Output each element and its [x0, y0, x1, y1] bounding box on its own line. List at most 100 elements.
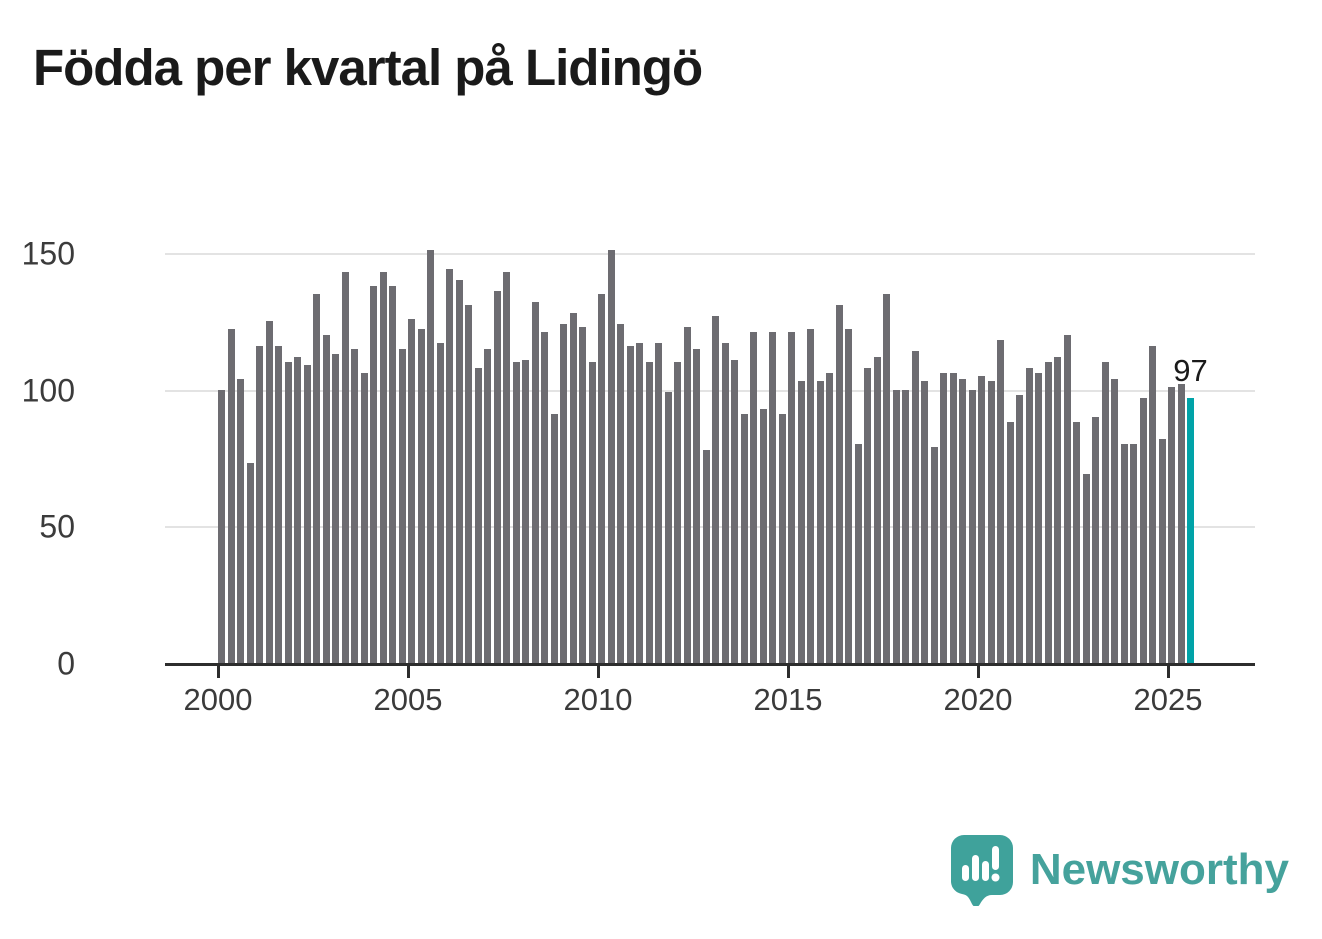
bar: [636, 343, 643, 663]
bar: [940, 373, 947, 663]
bar: [845, 329, 852, 663]
y-axis-tick-label: 150: [21, 235, 75, 272]
bar: [664, 392, 672, 663]
bar: [674, 362, 681, 663]
bar: [883, 294, 890, 663]
bar: [598, 294, 605, 663]
bar: [389, 286, 396, 663]
bar: [626, 346, 634, 663]
bar: [531, 302, 539, 663]
bar: [1073, 422, 1080, 663]
bar: [902, 390, 909, 663]
bar: [835, 305, 843, 663]
bar: [921, 381, 928, 663]
bar: [313, 294, 320, 663]
bar: [949, 373, 957, 663]
bar: [1187, 398, 1194, 663]
bar: [379, 272, 387, 663]
bar: [1006, 422, 1014, 663]
bar: [227, 329, 235, 663]
bar: [408, 319, 415, 663]
y-axis-tick-label: 0: [57, 645, 75, 682]
bar: [1168, 387, 1175, 663]
x-axis-tick-label: 2025: [1133, 682, 1203, 717]
gridline-100: [165, 389, 1255, 392]
bar: [769, 332, 776, 663]
bar: [550, 414, 558, 663]
bar: [1120, 444, 1128, 663]
bar: [683, 327, 691, 663]
bar: [579, 327, 586, 663]
bar: [588, 362, 596, 663]
x-axis-tick: [217, 665, 220, 678]
bar: [474, 368, 482, 663]
bar: [512, 362, 520, 663]
bar: [322, 335, 330, 663]
y-axis-tick-label: 50: [39, 508, 75, 545]
bar: [1054, 357, 1061, 663]
bar: [446, 269, 453, 663]
bar: [560, 324, 567, 663]
bar: [1101, 362, 1109, 663]
x-axis-tick: [977, 665, 980, 678]
bar: [1130, 444, 1137, 663]
x-axis-tick-label: 2005: [373, 682, 443, 717]
bar: [807, 329, 814, 663]
bar: [569, 313, 577, 663]
bar: [256, 346, 263, 663]
bar: [968, 390, 976, 663]
bar: [750, 332, 757, 663]
bar: [237, 379, 244, 663]
bar: [930, 447, 938, 663]
bar: [1149, 346, 1156, 663]
x-axis-tick: [597, 665, 600, 678]
y-axis-tick-label: 100: [21, 372, 75, 409]
bar: [265, 321, 273, 663]
bar: [997, 340, 1004, 663]
bar: [427, 250, 434, 663]
bar: [1025, 368, 1033, 663]
x-axis-tick: [407, 665, 410, 678]
bar: [721, 343, 729, 663]
bar: [655, 343, 662, 663]
bar: [246, 463, 254, 663]
x-axis-line: [165, 663, 1255, 666]
bar: [522, 360, 529, 663]
bar: [693, 349, 700, 663]
bar: [294, 357, 301, 663]
bar: [911, 351, 919, 663]
bar: [303, 365, 311, 663]
bar: [617, 324, 624, 663]
bar: [826, 373, 833, 663]
plot-area: 0 50 100 150 2000 2005 2010 2015 2020 2025: [22, 234, 1255, 717]
chart-title: Födda per kvartal på Lidingö: [33, 39, 703, 96]
bar: [816, 381, 824, 663]
bar: [341, 272, 349, 663]
bar: [218, 390, 225, 663]
x-axis-tick: [787, 665, 790, 678]
bar: [864, 368, 871, 663]
bar: [332, 354, 339, 663]
bar: [351, 349, 358, 663]
bar: [759, 409, 767, 663]
bar: [360, 373, 368, 663]
bar: [731, 360, 738, 663]
bar: [1082, 474, 1090, 663]
bar: [788, 332, 795, 663]
bar: [702, 450, 710, 663]
bar: [493, 291, 501, 663]
brand-footer: Newsworthy: [950, 834, 1289, 907]
bar: [1035, 373, 1042, 663]
bar: [959, 379, 966, 663]
last-bar-value-label: 97: [1173, 352, 1208, 388]
bar: [275, 346, 282, 663]
bar: [854, 444, 862, 663]
bar: [645, 362, 653, 663]
x-axis-tick-label: 2000: [183, 682, 253, 717]
x-axis-tick-label: 2015: [753, 682, 823, 717]
bar: [797, 381, 805, 663]
bar: [1111, 379, 1118, 663]
bar: [987, 381, 995, 663]
brand-name: Newsworthy: [1029, 845, 1289, 894]
